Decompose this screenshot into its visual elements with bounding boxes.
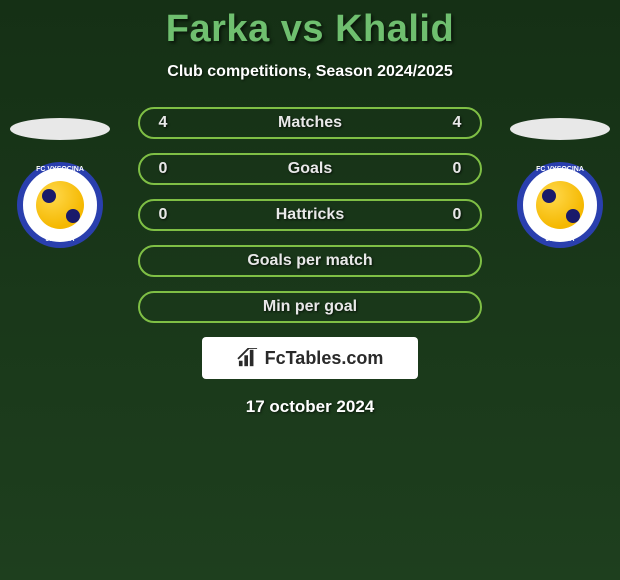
stat-row: 0 Hattricks 0 [138,199,482,231]
stat-label: Matches [278,114,342,132]
player-right: FC VYSOCINA JIHLAVA [510,118,610,248]
stat-right: 0 [448,160,466,178]
soccer-ball-icon [536,181,584,229]
stat-right: 0 [448,206,466,224]
badge-text: JIHLAVA [23,236,97,243]
comparison-card: Farka vs Khalid Club competitions, Seaso… [0,0,620,417]
stat-row: Goals per match [138,245,482,277]
player-name-chip [510,118,610,140]
source-label: FcTables.com [265,348,384,369]
bar-chart-icon [237,348,259,368]
page-title: Farka vs Khalid [0,8,620,51]
club-badge-left: FC VYSOCINA JIHLAVA [17,162,103,248]
club-badge-right: FC VYSOCINA JIHLAVA [517,162,603,248]
stat-row: 4 Matches 4 [138,107,482,139]
stat-label: Goals [288,160,332,178]
stat-row: 0 Goals 0 [138,153,482,185]
source-badge: FcTables.com [202,337,418,379]
subtitle: Club competitions, Season 2024/2025 [0,63,620,81]
badge-text: JIHLAVA [523,236,597,243]
soccer-ball-icon [36,181,84,229]
date-label: 17 october 2024 [0,397,620,417]
stat-left: 4 [154,114,172,132]
stat-right: 4 [448,114,466,132]
stat-label: Min per goal [263,298,357,316]
player-left: FC VYSOCINA JIHLAVA [10,118,110,248]
stat-label: Hattricks [276,206,344,224]
stat-left: 0 [154,206,172,224]
stat-label: Goals per match [247,252,372,270]
player-name-chip [10,118,110,140]
stat-left: 0 [154,160,172,178]
badge-text: FC VYSOCINA [523,166,597,173]
stats-table: 4 Matches 4 0 Goals 0 0 Hattricks 0 Goal… [138,107,482,323]
badge-text: FC VYSOCINA [23,166,97,173]
stat-row: Min per goal [138,291,482,323]
